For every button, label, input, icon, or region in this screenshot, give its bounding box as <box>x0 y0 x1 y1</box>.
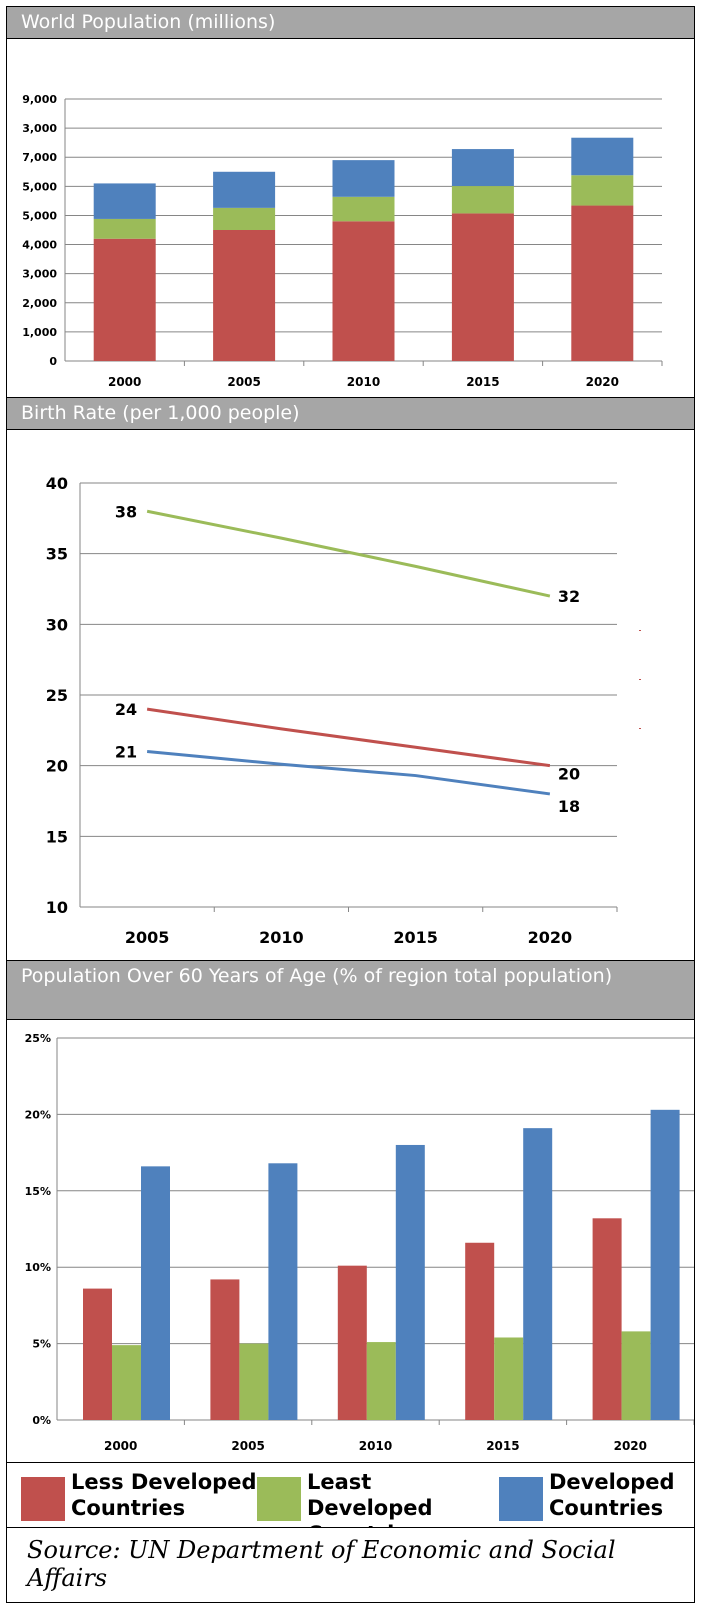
stacked-bar-segment <box>332 196 395 222</box>
grouped-bar <box>592 1218 622 1420</box>
legend-fragment-mark <box>639 728 641 729</box>
series-line <box>146 509 551 598</box>
x-tick-label: 2005 <box>125 928 170 947</box>
stacked-bar-segment <box>571 137 634 176</box>
stacked-bar-segment <box>332 160 395 197</box>
y-tick-label: 9,000 <box>22 93 57 106</box>
legend-swatch-developed <box>499 1477 543 1521</box>
x-tick-label: 2015 <box>486 1439 519 1453</box>
y-tick-label: 0 <box>49 355 57 368</box>
x-tick-label: 2000 <box>108 375 141 389</box>
grouped-bar <box>395 1144 425 1420</box>
chart2-title: Birth Rate (per 1,000 people) <box>21 402 300 424</box>
legend-swatch-less-developed <box>21 1477 65 1521</box>
y-tick-label: 25% <box>25 1032 51 1045</box>
source-note: Source: UN Department of Economic and So… <box>6 1528 695 1603</box>
stacked-bar-segment <box>571 175 634 206</box>
legend: Less Developed Countries Least Developed… <box>6 1462 695 1546</box>
stacked-bar-segment <box>93 238 156 361</box>
stacked-bar-segment <box>332 221 395 361</box>
y-tick-label: 30 <box>46 615 68 634</box>
y-tick-label: 7,000 <box>22 151 57 164</box>
grouped-bar <box>366 1342 396 1420</box>
x-tick-label: 2005 <box>231 1439 264 1453</box>
y-tick-label: 5% <box>32 1338 51 1351</box>
grouped-bar <box>650 1109 680 1420</box>
chart2-panel: 10 15 20 25 30 35 40 2005 2010 2015 2020 38 32 24 20 21… <box>6 430 695 960</box>
over-60-grouped-bar-chart: 0% 5% 10% 15% 20% 25% 2000 2005 2010 2015 2020 <box>25 1032 695 1453</box>
series-line <box>146 750 551 796</box>
y-tick-label: 15% <box>25 1185 51 1198</box>
y-tick-label: 3,000 <box>22 122 57 135</box>
y-tick-label: 25 <box>46 686 68 705</box>
y-tick-label: 10 <box>46 898 68 917</box>
stacked-bar-segment <box>213 230 276 361</box>
grouped-bar <box>465 1242 495 1420</box>
grouped-bar <box>83 1288 112 1420</box>
x-tick-label: 2010 <box>347 375 380 389</box>
population-stacked-bar-chart: 0 1,000 2,000 3,000 4,000 5,000 5,000 7,000 3,00… <box>22 93 663 389</box>
stacked-bar-segment <box>451 149 514 187</box>
grouped-bar <box>141 1166 170 1420</box>
stacked-bar-segment <box>93 183 156 219</box>
stacked-bar-segment <box>93 218 156 239</box>
y-tick-label: 2,000 <box>22 297 57 310</box>
stacked-bar-segment <box>213 207 276 230</box>
legend-swatch-least-developed <box>257 1477 301 1521</box>
grouped-bar <box>494 1337 524 1420</box>
x-tick-label: 2010 <box>259 928 304 947</box>
grouped-bar <box>239 1343 269 1420</box>
y-tick-label: 5,000 <box>22 180 57 193</box>
y-tick-label: 0% <box>32 1414 51 1427</box>
y-tick-label: 20 <box>46 757 68 776</box>
chart3-title: Population Over 60 Years of Age (% of re… <box>21 965 613 987</box>
chart1-panel: 0 1,000 2,000 3,000 4,000 5,000 5,000 7,000 3,00… <box>6 39 695 397</box>
birth-rate-line-chart: 10 15 20 25 30 35 40 2005 2010 2015 2020 38 32 24 20 21… <box>46 474 641 947</box>
grouped-bar <box>621 1331 651 1420</box>
x-tick-label: 2020 <box>614 1439 647 1453</box>
data-label: 38 <box>115 502 137 521</box>
y-tick-label: 20% <box>25 1108 51 1121</box>
x-tick-label: 2020 <box>528 928 573 947</box>
chart3-panel: 0% 5% 10% 15% 20% 25% 2000 2005 2010 2015 2020 <box>6 1020 695 1462</box>
stacked-bar-segment <box>213 171 276 208</box>
legend-fragment-mark <box>639 630 641 631</box>
y-tick-label: 10% <box>25 1261 51 1274</box>
stacked-bar-segment <box>571 205 634 361</box>
x-tick-label: 2010 <box>359 1439 392 1453</box>
stacked-bar-segment <box>451 186 514 214</box>
data-label: 18 <box>558 797 580 816</box>
legend-label-developed: Developed Countries <box>549 1470 675 1520</box>
data-label: 20 <box>558 765 580 784</box>
chart2-header: Birth Rate (per 1,000 people) <box>6 397 695 430</box>
y-tick-label: 1,000 <box>22 326 57 339</box>
x-tick-label: 2015 <box>466 375 499 389</box>
grouped-bar <box>337 1265 367 1420</box>
chart3-header: Population Over 60 Years of Age (% of re… <box>6 960 695 1020</box>
y-tick-label: 35 <box>46 545 68 564</box>
chart1-title: World Population (millions) <box>21 11 276 33</box>
legend-fragment-mark <box>639 679 641 680</box>
y-tick-label: 5,000 <box>22 209 57 222</box>
data-label: 21 <box>115 743 137 762</box>
y-tick-label: 15 <box>46 827 68 846</box>
grouped-bar <box>268 1163 298 1420</box>
grouped-bar <box>210 1279 240 1420</box>
chart1-header: World Population (millions) <box>6 6 695 39</box>
grouped-bar <box>112 1345 141 1420</box>
grouped-bar <box>523 1128 553 1420</box>
data-label: 24 <box>115 700 137 719</box>
legend-label-less-developed: Less Developed Countries <box>71 1470 257 1520</box>
x-tick-label: 2000 <box>104 1439 137 1453</box>
y-tick-label: 4,000 <box>22 239 57 252</box>
data-label: 32 <box>558 587 580 606</box>
y-tick-label: 40 <box>46 474 68 493</box>
x-tick-label: 2015 <box>393 928 438 947</box>
y-tick-label: 3,000 <box>22 268 57 281</box>
series-line <box>146 707 551 768</box>
x-tick-label: 2005 <box>227 375 260 389</box>
x-tick-label: 2020 <box>586 375 619 389</box>
stacked-bar-segment <box>451 213 514 361</box>
